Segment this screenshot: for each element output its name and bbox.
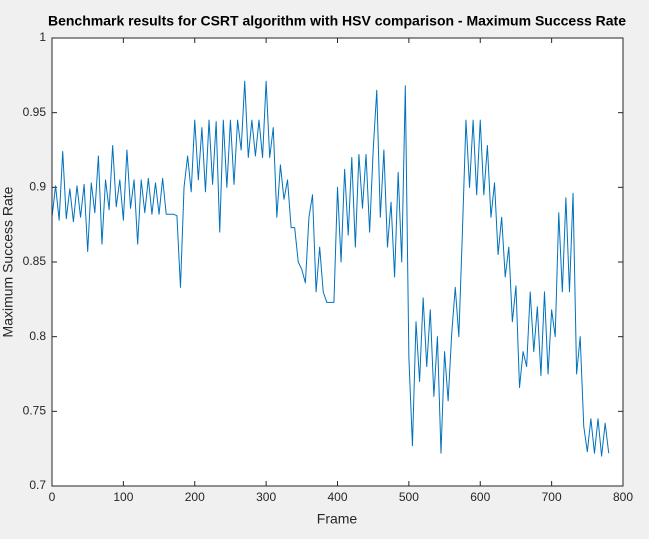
- x-tick-label: 400: [327, 490, 347, 504]
- axes-box: [51, 37, 624, 487]
- plot-area: [52, 38, 623, 486]
- x-tick-label: 800: [613, 490, 633, 504]
- y-tick-label: 0.9: [29, 180, 46, 194]
- y-tick-label: 0.8: [29, 329, 46, 343]
- y-tick-label: 0.95: [23, 105, 47, 119]
- x-axis-label: Frame: [317, 511, 358, 527]
- x-tick-label: 700: [542, 490, 562, 504]
- x-tick-label: 100: [113, 490, 133, 504]
- y-tick-label: 0.75: [23, 404, 47, 418]
- x-tick-label: 300: [256, 490, 276, 504]
- y-tick-label: 0.7: [29, 478, 46, 492]
- x-tick-label: 500: [399, 490, 419, 504]
- y-axis-label: Maximum Success Rate: [0, 186, 16, 337]
- x-tick-label: 200: [185, 490, 205, 504]
- y-tick-label: 0.85: [23, 254, 47, 268]
- line-series: [51, 80, 610, 457]
- y-tick-label: 1: [39, 30, 46, 44]
- x-tick-label: 0: [49, 490, 56, 504]
- x-tick-label: 600: [470, 490, 490, 504]
- chart-title: Benchmark results for CSRT algorithm wit…: [48, 13, 626, 29]
